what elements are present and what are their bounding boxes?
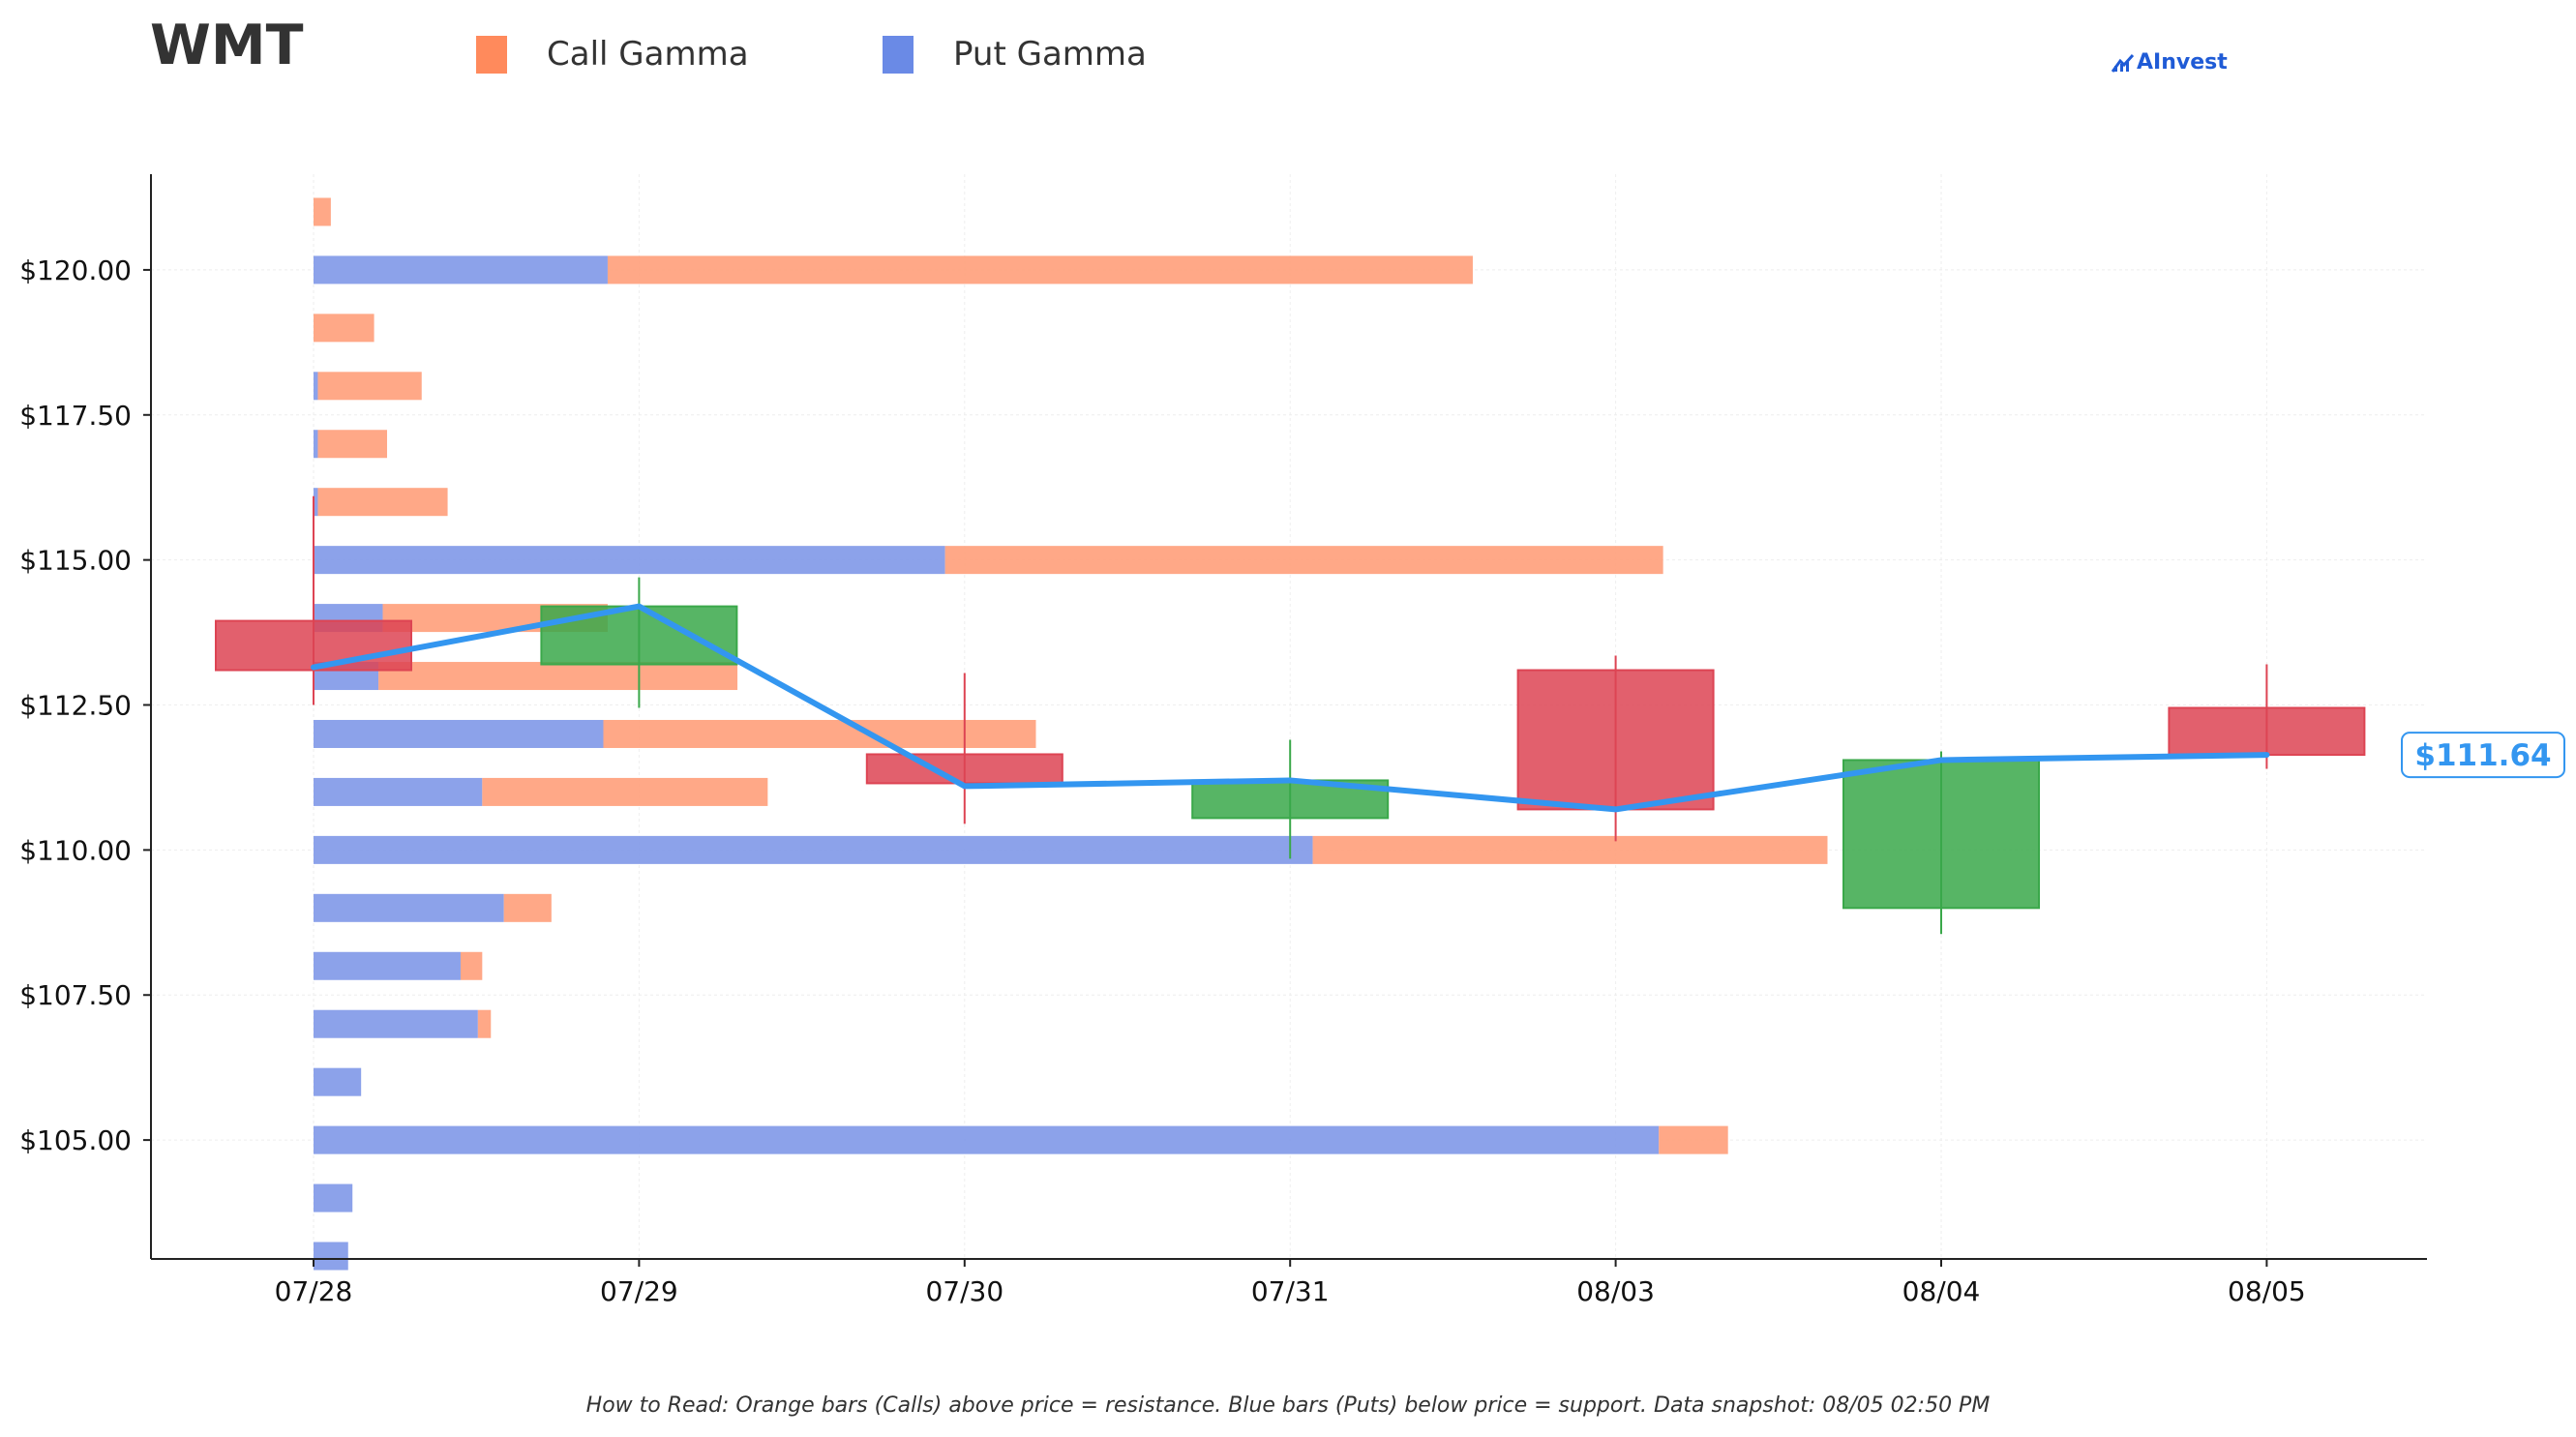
put-gamma-bar <box>314 893 504 922</box>
legend-swatch-put <box>883 35 914 74</box>
put-gamma-bar <box>314 430 318 459</box>
x-tick-label: 08/04 <box>1902 1275 1981 1307</box>
legend-item-put-gamma: Put Gamma <box>883 35 1147 74</box>
last-price-label: $111.64 <box>2414 738 2551 773</box>
x-tick-label: 08/05 <box>2228 1275 2306 1307</box>
how-to-read-footnote: How to Read: Orange bars (Calls) above p… <box>585 1393 1991 1418</box>
gamma-candlestick-chart: $111.64 $105.00 $107.50 $110.00 $112.50 $115.… <box>19 174 2565 1307</box>
brand-logo: AInvest <box>2112 50 2228 75</box>
legend-swatch-call <box>476 35 507 74</box>
put-gamma-bar <box>314 719 604 748</box>
put-gamma-bar <box>314 1125 1660 1154</box>
call-gamma-bar <box>317 430 387 459</box>
call-gamma-bar <box>317 488 448 517</box>
legend-label-put: Put Gamma <box>953 35 1147 74</box>
candle-body <box>1516 669 1715 811</box>
y-tick-label: $107.50 <box>19 979 132 1011</box>
brand-name: AInvest <box>2137 50 2228 75</box>
put-gamma-bar <box>314 488 318 517</box>
ticker-title: WMT <box>150 14 304 77</box>
call-gamma-bar <box>607 255 1473 284</box>
y-tick-label: $120.00 <box>19 254 132 286</box>
call-gamma-bar <box>1659 1125 1728 1154</box>
legend-label-call: Call Gamma <box>547 35 749 74</box>
put-gamma-bar <box>314 777 483 806</box>
put-gamma-bar <box>314 546 945 575</box>
x-tick-label: 07/29 <box>600 1275 678 1307</box>
x-tick-label: 08/03 <box>1576 1275 1655 1307</box>
y-tick-label: $105.00 <box>19 1124 132 1156</box>
last-price-badge <box>2401 732 2565 779</box>
call-gamma-bar <box>477 1009 492 1038</box>
call-gamma-bar <box>317 372 422 401</box>
put-gamma-bar <box>314 1183 353 1212</box>
y-tick-label: $115.00 <box>19 545 132 577</box>
call-gamma-bar <box>482 777 768 806</box>
legend-item-call-gamma: Call Gamma <box>476 35 749 74</box>
put-gamma-bar <box>314 1067 362 1096</box>
call-gamma-bar <box>503 893 552 922</box>
put-gamma-bar <box>314 372 318 401</box>
brand-chart-icon <box>2112 53 2135 73</box>
candle-body <box>865 753 1063 785</box>
call-gamma-bar <box>944 546 1663 575</box>
put-gamma-bar <box>314 255 608 284</box>
call-gamma-bar <box>378 662 738 691</box>
price-line <box>311 603 2270 813</box>
put-gamma-bar <box>314 1009 478 1038</box>
x-tick-label: 07/28 <box>275 1275 353 1307</box>
y-tick-label: $110.00 <box>19 834 132 866</box>
call-gamma-bar <box>314 197 331 226</box>
put-gamma-bar <box>314 1242 348 1271</box>
put-gamma-bar <box>314 835 1313 864</box>
y-tick-label: $117.50 <box>19 400 132 432</box>
call-gamma-bar <box>603 719 1036 748</box>
call-gamma-bar <box>1312 835 1828 864</box>
candle-body <box>2168 706 2366 757</box>
call-gamma-bar <box>314 314 374 343</box>
y-tick-label: $112.50 <box>19 690 132 722</box>
candle-body <box>540 605 738 666</box>
candle-body <box>1842 759 2040 910</box>
x-tick-label: 07/31 <box>1251 1275 1330 1307</box>
call-gamma-bar <box>460 951 483 980</box>
put-gamma-bar <box>314 951 461 980</box>
candle-body <box>215 619 412 672</box>
x-tick-label: 07/30 <box>925 1275 1003 1307</box>
